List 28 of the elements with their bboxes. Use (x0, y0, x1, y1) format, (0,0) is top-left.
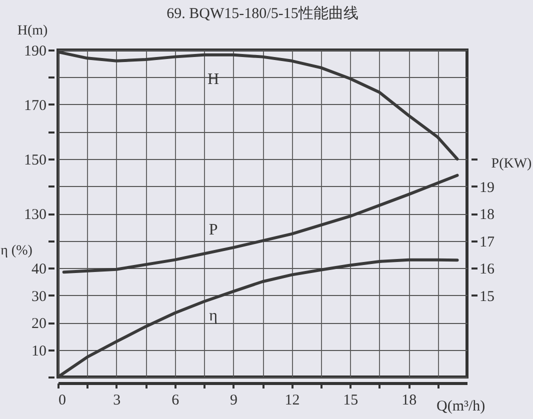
line-series (62, 174, 459, 274)
y3-tick-label: 10 (32, 343, 46, 360)
x-tick-label: 3 (113, 392, 121, 408)
y2-tick-label: 18 (480, 207, 494, 223)
x-tick-label: 9 (230, 392, 238, 408)
x-tick-label: 6 (172, 392, 180, 408)
series-label: η (209, 307, 218, 324)
y3-tick-label: 40 (32, 262, 46, 278)
x-tick-label: 12 (284, 392, 300, 408)
y2-axis-title: P(KW) (491, 156, 532, 172)
y-tick-label: 170 (24, 98, 46, 114)
x-tick-label: 0 (58, 392, 66, 408)
y-tick-label: 190 (24, 44, 46, 60)
y3-tick-label: 20 (32, 316, 46, 332)
y2-tick-label: 17 (480, 234, 495, 250)
y3-tick-label: 30 (32, 288, 46, 305)
chart-title: 69. BQW15-180/5-15性能曲线 (166, 5, 358, 22)
y-tick-label: 130 (24, 207, 46, 223)
y-tick-label: 150 (24, 152, 46, 168)
y2-tick-label: 15 (480, 288, 494, 305)
x-axis-title: Q(m³/h) (436, 398, 486, 414)
y3-axis-title: η (%) (0, 244, 33, 258)
x-tick-label: 15 (343, 392, 358, 408)
series-label: P (208, 222, 218, 239)
x-tick-label: 18 (402, 392, 417, 408)
y-axis-title: H(m) (17, 24, 48, 38)
y2-tick-label: 19 (480, 180, 494, 196)
y2-tick-label: 16 (480, 262, 495, 278)
